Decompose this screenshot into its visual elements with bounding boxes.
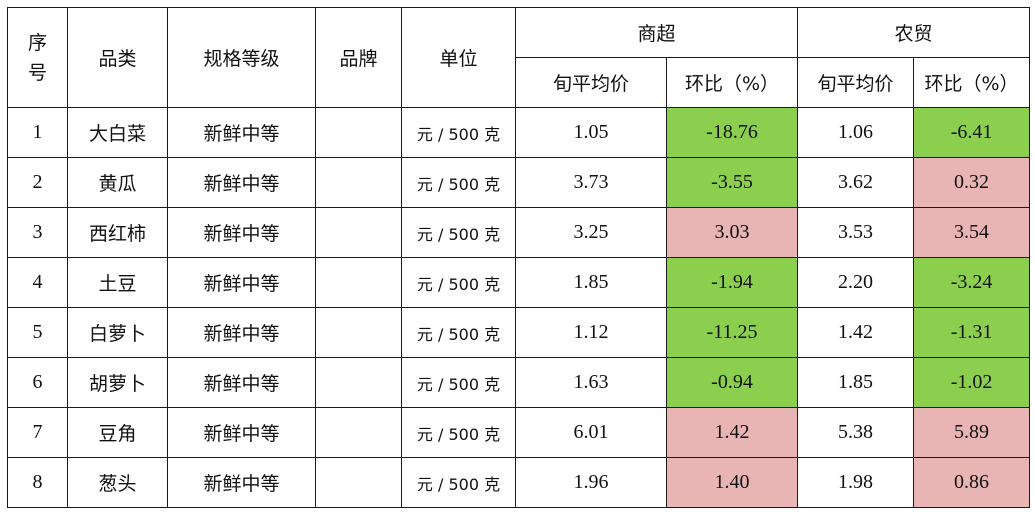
cell-supermarket-mom: -11.25 [665, 307, 799, 358]
table-row: 5 白萝卜 新鲜中等 元 / 500 克 1.12 -11.25 1.42 -1.31 [7, 307, 1031, 358]
cell-market-mom: 0.86 [913, 457, 1031, 508]
header-seq-line2: 号 [27, 61, 47, 84]
cell-unit: 元 / 500 克 [401, 257, 516, 308]
header-market: 农贸 [797, 7, 1031, 58]
cell-category: 西红柿 [67, 207, 168, 258]
cell-supermarket-mom: 1.40 [665, 457, 799, 508]
cell-brand [315, 257, 402, 308]
cell-unit: 元 / 500 克 [401, 407, 516, 458]
header-supermarket-mom: 环比（%） [665, 57, 799, 108]
cell-spec: 新鲜中等 [167, 407, 316, 458]
cell-unit: 元 / 500 克 [401, 457, 516, 508]
header-unit: 单位 [401, 7, 516, 108]
header-seq: 序 号 [7, 7, 68, 108]
price-table: 序 号 品类 规格等级 品牌 单位 商超 农贸 旬平均价 环比（%） 旬平均价 … [7, 7, 1031, 508]
cell-supermarket-mom: -1.94 [665, 257, 799, 308]
header-row-sub: 旬平均价 环比（%） 旬平均价 环比（%） [8, 57, 1031, 108]
cell-spec: 新鲜中等 [167, 157, 316, 208]
cell-market-mom: -3.24 [913, 257, 1031, 308]
cell-spec: 新鲜中等 [167, 357, 316, 408]
cell-brand [315, 207, 402, 258]
table-row: 2 黄瓜 新鲜中等 元 / 500 克 3.73 -3.55 3.62 0.32 [7, 157, 1031, 208]
cell-supermarket-avg-price: 1.05 [515, 107, 667, 158]
cell-supermarket-avg-price: 1.85 [515, 257, 667, 308]
cell-market-mom: 3.54 [913, 207, 1031, 258]
cell-supermarket-avg-price: 1.96 [515, 457, 667, 508]
cell-seq: 1 [7, 107, 68, 158]
cell-brand [315, 107, 402, 158]
cell-seq: 4 [7, 257, 68, 308]
cell-market-avg-price: 3.62 [797, 157, 915, 208]
cell-category: 葱头 [67, 457, 168, 508]
cell-supermarket-mom: 1.42 [665, 407, 799, 458]
cell-market-avg-price: 1.42 [797, 307, 915, 358]
table-body: 1 大白菜 新鲜中等元 / 500 克 1.05 -18.76 1.06 -6.41 2 黄瓜新… [7, 107, 1031, 508]
cell-brand [315, 357, 402, 408]
table-row: 7 豆角 新鲜中等 元 / 500 克 6.01 1.42 5.38 5.89 [7, 407, 1031, 458]
cell-supermarket-mom: -0.94 [665, 357, 799, 408]
cell-spec: 新鲜中等 [167, 457, 316, 508]
cell-category: 大白菜 [67, 107, 168, 158]
cell-market-avg-price: 1.98 [797, 457, 915, 508]
cell-supermarket-mom: 3.03 [665, 207, 799, 258]
cell-unit: 元 / 500 克 [401, 207, 516, 258]
cell-category: 白萝卜 [67, 307, 168, 358]
cell-spec: 新鲜中等 [167, 257, 316, 308]
table-row: 8 葱头 新鲜中等 元 / 500 克 1.96 1.40 1.98 0.86 [7, 457, 1031, 508]
cell-unit: 元 / 500 克 [401, 357, 516, 408]
cell-market-avg-price: 5.38 [797, 407, 915, 458]
cell-supermarket-avg-price: 1.12 [515, 307, 667, 358]
cell-category: 土豆 [67, 257, 168, 308]
header-market-avg-price: 旬平均价 [797, 57, 915, 108]
cell-seq: 6 [7, 357, 68, 408]
cell-spec: 新鲜中等 [167, 107, 316, 158]
cell-seq: 2 [7, 157, 68, 208]
cell-seq: 5 [7, 307, 68, 358]
cell-unit: 元 / 500 克 [401, 157, 516, 208]
cell-supermarket-avg-price: 6.01 [515, 407, 667, 458]
cell-supermarket-mom: -3.55 [665, 157, 799, 208]
cell-spec: 新鲜中等 [167, 307, 316, 358]
cell-supermarket-avg-price: 3.73 [515, 157, 667, 208]
cell-category: 黄瓜 [67, 157, 168, 208]
cell-unit: 元 / 500 克 [401, 307, 516, 358]
cell-market-mom: -1.02 [913, 357, 1031, 408]
cell-brand [315, 157, 402, 208]
table-row: 4 土豆 新鲜中等 元 / 500 克 1.85 -1.94 2.20 -3.24 [7, 257, 1031, 308]
cell-brand [315, 457, 402, 508]
cell-market-avg-price: 2.20 [797, 257, 915, 308]
cell-market-avg-price: 1.06 [797, 107, 915, 158]
cell-brand [315, 407, 402, 458]
header-market-mom: 环比（%） [913, 57, 1031, 108]
cell-category: 豆角 [67, 407, 168, 458]
header-category: 品类 [67, 7, 168, 108]
cell-supermarket-mom: -18.76 [665, 107, 799, 158]
cell-seq: 3 [7, 207, 68, 258]
cell-seq: 7 [7, 407, 68, 458]
header-row-top: 序 号 品类 规格等级 品牌 单位 商超 农贸 [7, 7, 1031, 108]
header-seq-line1: 序 [27, 31, 47, 54]
cell-unit: 元 / 500 克 [401, 107, 516, 158]
table-row: 6 胡萝卜 新鲜中等 元 / 500 克 1.63 -0.94 1.85 -1.02 [7, 357, 1031, 408]
cell-seq: 8 [7, 457, 68, 508]
cell-market-mom: 5.89 [913, 407, 1031, 458]
cell-market-avg-price: 3.53 [797, 207, 915, 258]
cell-market-avg-price: 1.85 [797, 357, 915, 408]
cell-supermarket-avg-price: 1.63 [515, 357, 667, 408]
table-row: 3 西红柿 新鲜中等 元 / 500 克 3.25 3.03 3.53 3.54 [7, 207, 1031, 258]
cell-market-mom: 0.32 [913, 157, 1031, 208]
header-supermarket: 商超 [514, 7, 799, 58]
cell-brand [315, 307, 402, 358]
header-supermarket-avg-price: 旬平均价 [515, 57, 667, 108]
header-spec: 规格等级 [167, 7, 316, 108]
header-brand: 品牌 [315, 7, 402, 108]
cell-spec: 新鲜中等 [167, 207, 316, 258]
cell-category: 胡萝卜 [67, 357, 168, 408]
cell-supermarket-avg-price: 3.25 [515, 207, 667, 258]
table-row: 1 大白菜 新鲜中等 元 / 500 克 1.05 -18.76 1.06 -6.41 [7, 107, 1031, 158]
cell-market-mom: -1.31 [913, 307, 1031, 358]
cell-market-mom: -6.41 [913, 107, 1031, 158]
